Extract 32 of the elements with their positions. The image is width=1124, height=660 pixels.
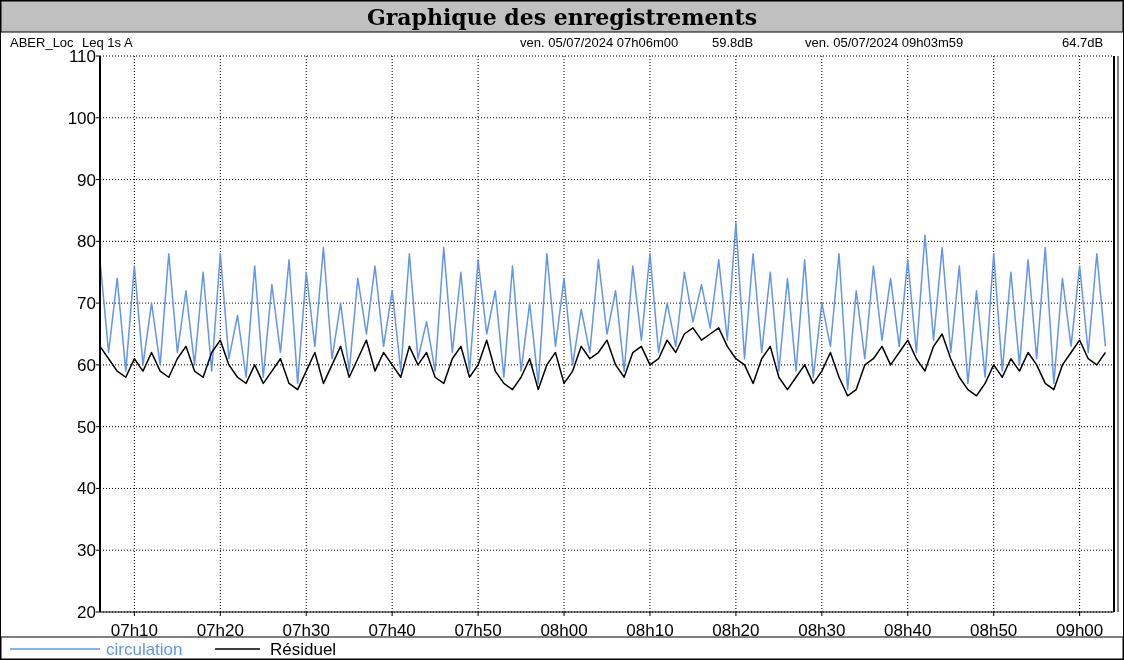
- text: Leq 1s A: [82, 35, 133, 50]
- x-tick-label: 07h40: [368, 621, 416, 640]
- y-tick-label: 100: [67, 108, 96, 128]
- text: 59.8dB: [712, 35, 754, 50]
- text: ven. 05/07/2024 09h03m59: [805, 35, 964, 50]
- x-tick-label: 07h50: [454, 621, 502, 640]
- x-tick-label: 08h00: [540, 621, 588, 640]
- line-series: [99, 222, 1107, 391]
- y-tick-label: 110: [68, 47, 96, 66]
- legend-label: Résiduel: [270, 640, 337, 659]
- y-tick-label: 80: [77, 232, 96, 252]
- x-tick-label: 07h30: [282, 621, 330, 640]
- y-tick-label: 90: [77, 170, 96, 190]
- y-tick-label: 50: [77, 417, 96, 437]
- text: 64.7dB: [1062, 35, 1104, 50]
- x-tick-label: 08h40: [884, 621, 932, 640]
- x-tick-label: 08h30: [798, 621, 846, 640]
- y-tick-label: 70: [77, 294, 96, 314]
- x-tick-label: 08h10: [626, 621, 674, 640]
- y-tick-label: 30: [77, 541, 96, 561]
- y-tick-label: 20: [77, 603, 96, 622]
- x-tick-label: 08h20: [712, 621, 760, 640]
- y-tick-label: 40: [77, 479, 96, 499]
- text: ven. 05/07/2024 07h06m00: [520, 35, 679, 50]
- chart-title: Graphique des enregistrements: [366, 4, 758, 30]
- x-tick-label: 07h10: [110, 621, 159, 640]
- x-tick-label: 09h00: [1055, 621, 1104, 640]
- y-tick-label: 60: [77, 355, 96, 375]
- x-tick-label: 08h50: [970, 621, 1018, 640]
- text: ABER_Loc: [10, 35, 75, 50]
- x-tick-label: 07h20: [196, 621, 244, 640]
- text: circulation: [106, 640, 183, 659]
